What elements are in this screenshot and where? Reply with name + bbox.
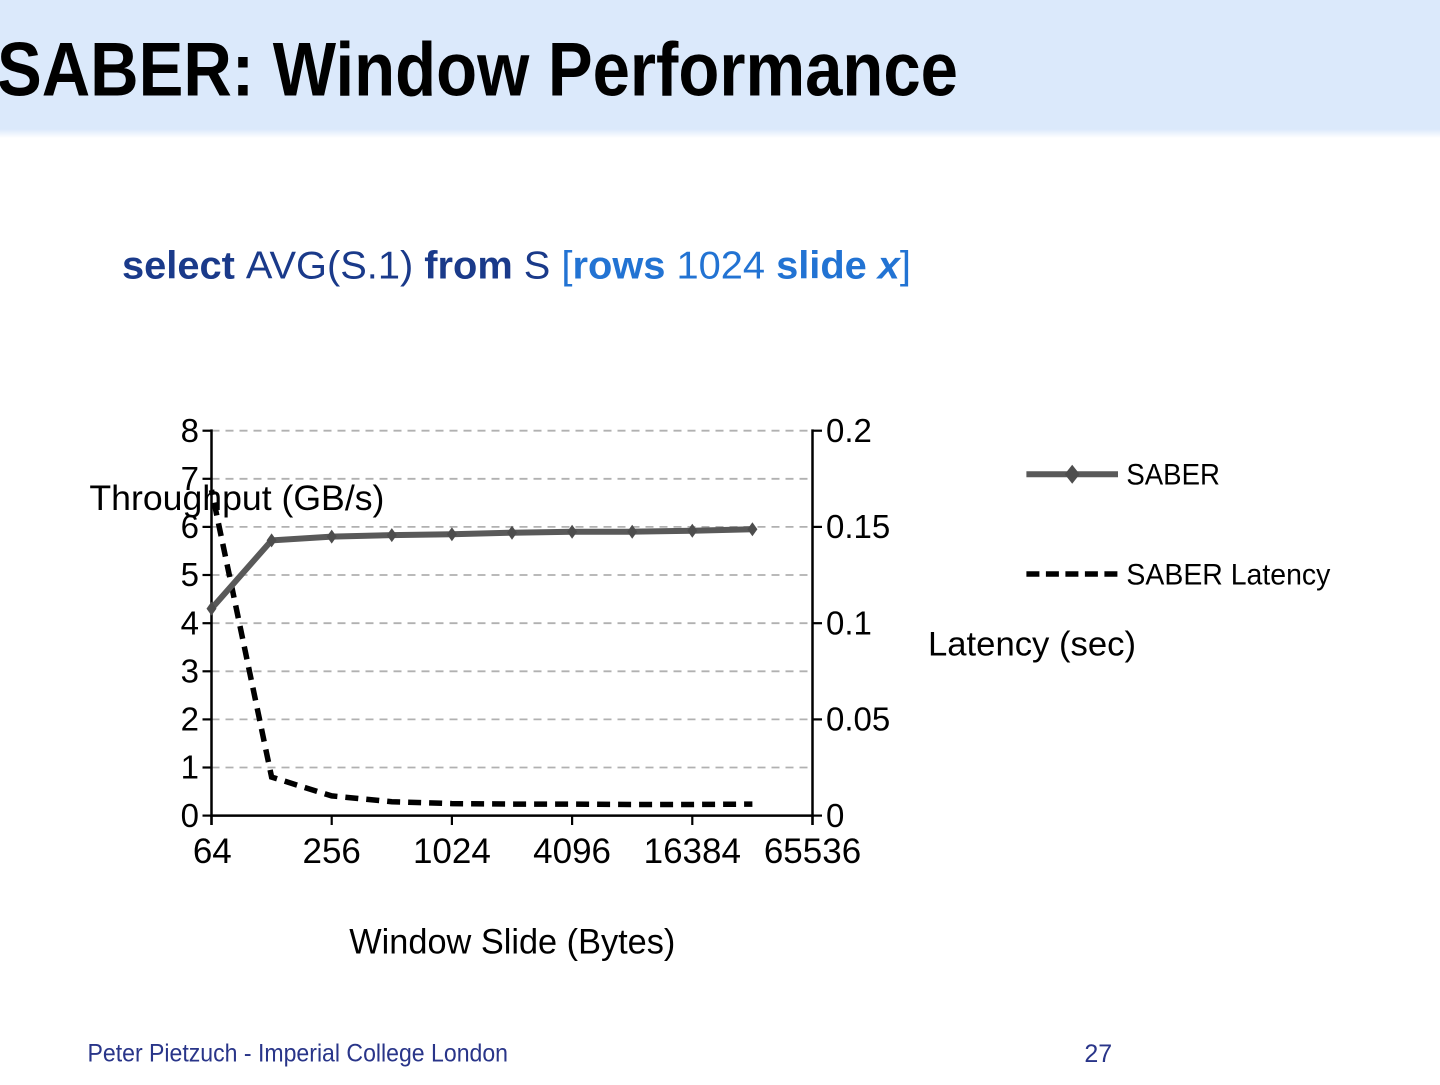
svg-text:0.1: 0.1	[826, 604, 872, 641]
svg-text:3: 3	[181, 653, 199, 690]
svg-text:2: 2	[181, 701, 199, 738]
svg-text:4: 4	[181, 604, 199, 641]
svg-text:64: 64	[193, 832, 232, 871]
svg-text:x: x	[876, 245, 901, 288]
svg-text:SABER: SABER	[1126, 458, 1220, 491]
svg-text:Window Slide (Bytes): Window Slide (Bytes)	[349, 923, 675, 962]
svg-text:1: 1	[181, 749, 199, 786]
svg-text:Throughput (GB/s): Throughput (GB/s)	[89, 479, 384, 518]
svg-text:SABER: Window Performance: SABER: Window Performance	[0, 27, 958, 112]
svg-text:1024: 1024	[413, 832, 491, 871]
svg-text:4096: 4096	[533, 832, 611, 871]
svg-text:0.15: 0.15	[826, 508, 890, 545]
svg-text:27: 27	[1084, 1040, 1112, 1068]
svg-text:1024: 1024	[677, 245, 777, 288]
svg-text:6: 6	[181, 508, 199, 545]
svg-text:S: S	[524, 245, 562, 288]
svg-text:Latency (sec): Latency (sec)	[928, 625, 1136, 663]
svg-text:256: 256	[302, 832, 360, 871]
svg-text:rows: rows	[573, 245, 677, 288]
svg-text:select: select	[122, 245, 246, 288]
svg-text:8: 8	[181, 412, 199, 449]
svg-text:0: 0	[181, 797, 199, 834]
svg-text:from: from	[424, 245, 524, 288]
svg-text:]: ]	[900, 245, 911, 288]
svg-text:7: 7	[181, 460, 199, 497]
svg-text:16384: 16384	[644, 832, 741, 871]
svg-text:AVG(S.1): AVG(S.1)	[246, 245, 424, 288]
svg-text:0.2: 0.2	[826, 412, 872, 449]
svg-text:[: [	[561, 245, 572, 288]
svg-text:SABER Latency: SABER Latency	[1126, 558, 1330, 591]
svg-text:5: 5	[181, 556, 199, 593]
svg-text:0: 0	[826, 797, 844, 834]
svg-text:65536: 65536	[764, 832, 861, 871]
svg-text:slide: slide	[776, 245, 878, 288]
svg-text:0.05: 0.05	[826, 701, 890, 738]
svg-text:Peter Pietzuch - Imperial Coll: Peter Pietzuch - Imperial College London	[88, 1040, 509, 1068]
